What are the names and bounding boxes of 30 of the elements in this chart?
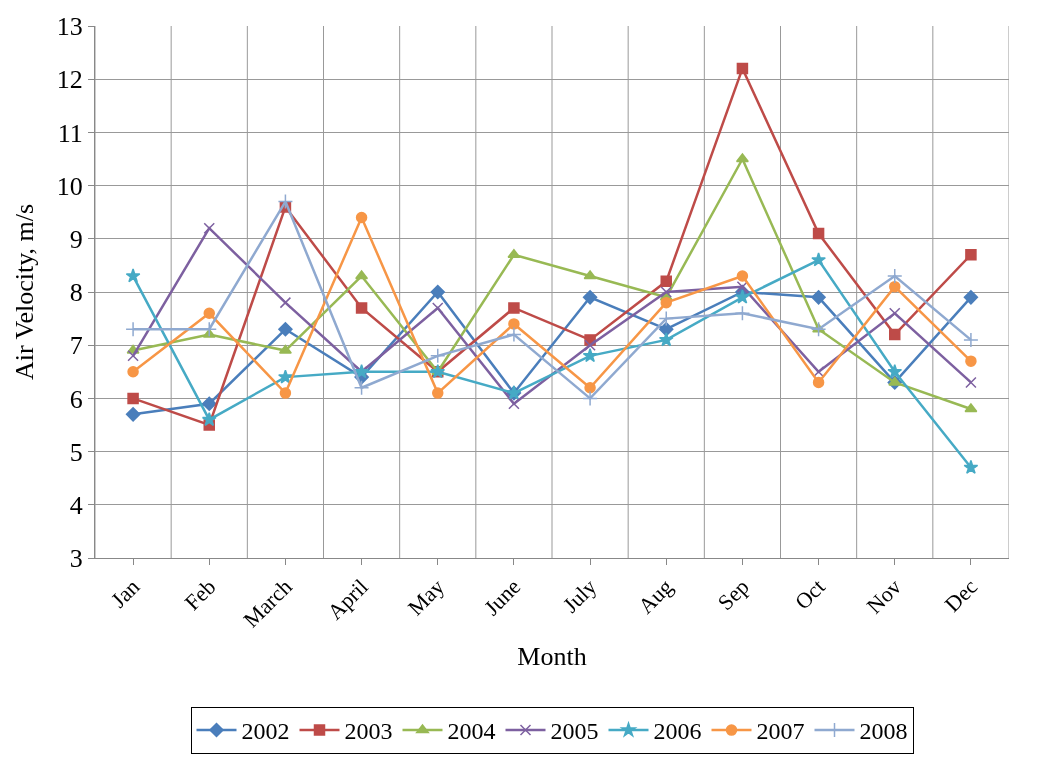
y-tick-label: 11 (57, 118, 83, 148)
legend-label: 2006 (653, 718, 702, 745)
y-tick-label: 5 (69, 437, 83, 467)
x-tick-label: Dec (939, 573, 983, 617)
y-axis-title: Air Velocity, m/s (10, 203, 40, 381)
y-tick-label: 4 (69, 490, 83, 520)
y-tick-label: 3 (69, 544, 83, 574)
legend-label: 2007 (756, 718, 805, 745)
legend-label: 2008 (859, 718, 908, 745)
legend-label: 2002 (241, 718, 290, 745)
x-tick-label: May (402, 574, 450, 621)
x-tick-label: Feb (179, 574, 221, 616)
y-tick-label: 8 (69, 278, 83, 308)
x-tick-label: Sep (712, 574, 754, 616)
y-tick-label: 9 (69, 224, 83, 254)
legend-label: 2003 (344, 718, 393, 745)
x-axis-title: Month (517, 642, 587, 672)
x-tick-label: July (557, 574, 602, 618)
x-tick-label: Oct (789, 574, 830, 615)
y-tick-label: 12 (56, 65, 83, 95)
x-tick-label: Nov (861, 574, 907, 619)
legend-label: 2004 (447, 718, 496, 745)
x-tick-label: Jan (105, 574, 145, 613)
y-tick-label: 7 (69, 331, 83, 361)
legend-label: 2005 (550, 718, 599, 745)
y-tick-label: 6 (69, 384, 83, 414)
y-tick-label: 10 (56, 171, 83, 201)
x-tick-label: June (479, 574, 526, 621)
x-tick-label: Aug (633, 574, 678, 619)
y-tick-label: 13 (56, 12, 83, 42)
